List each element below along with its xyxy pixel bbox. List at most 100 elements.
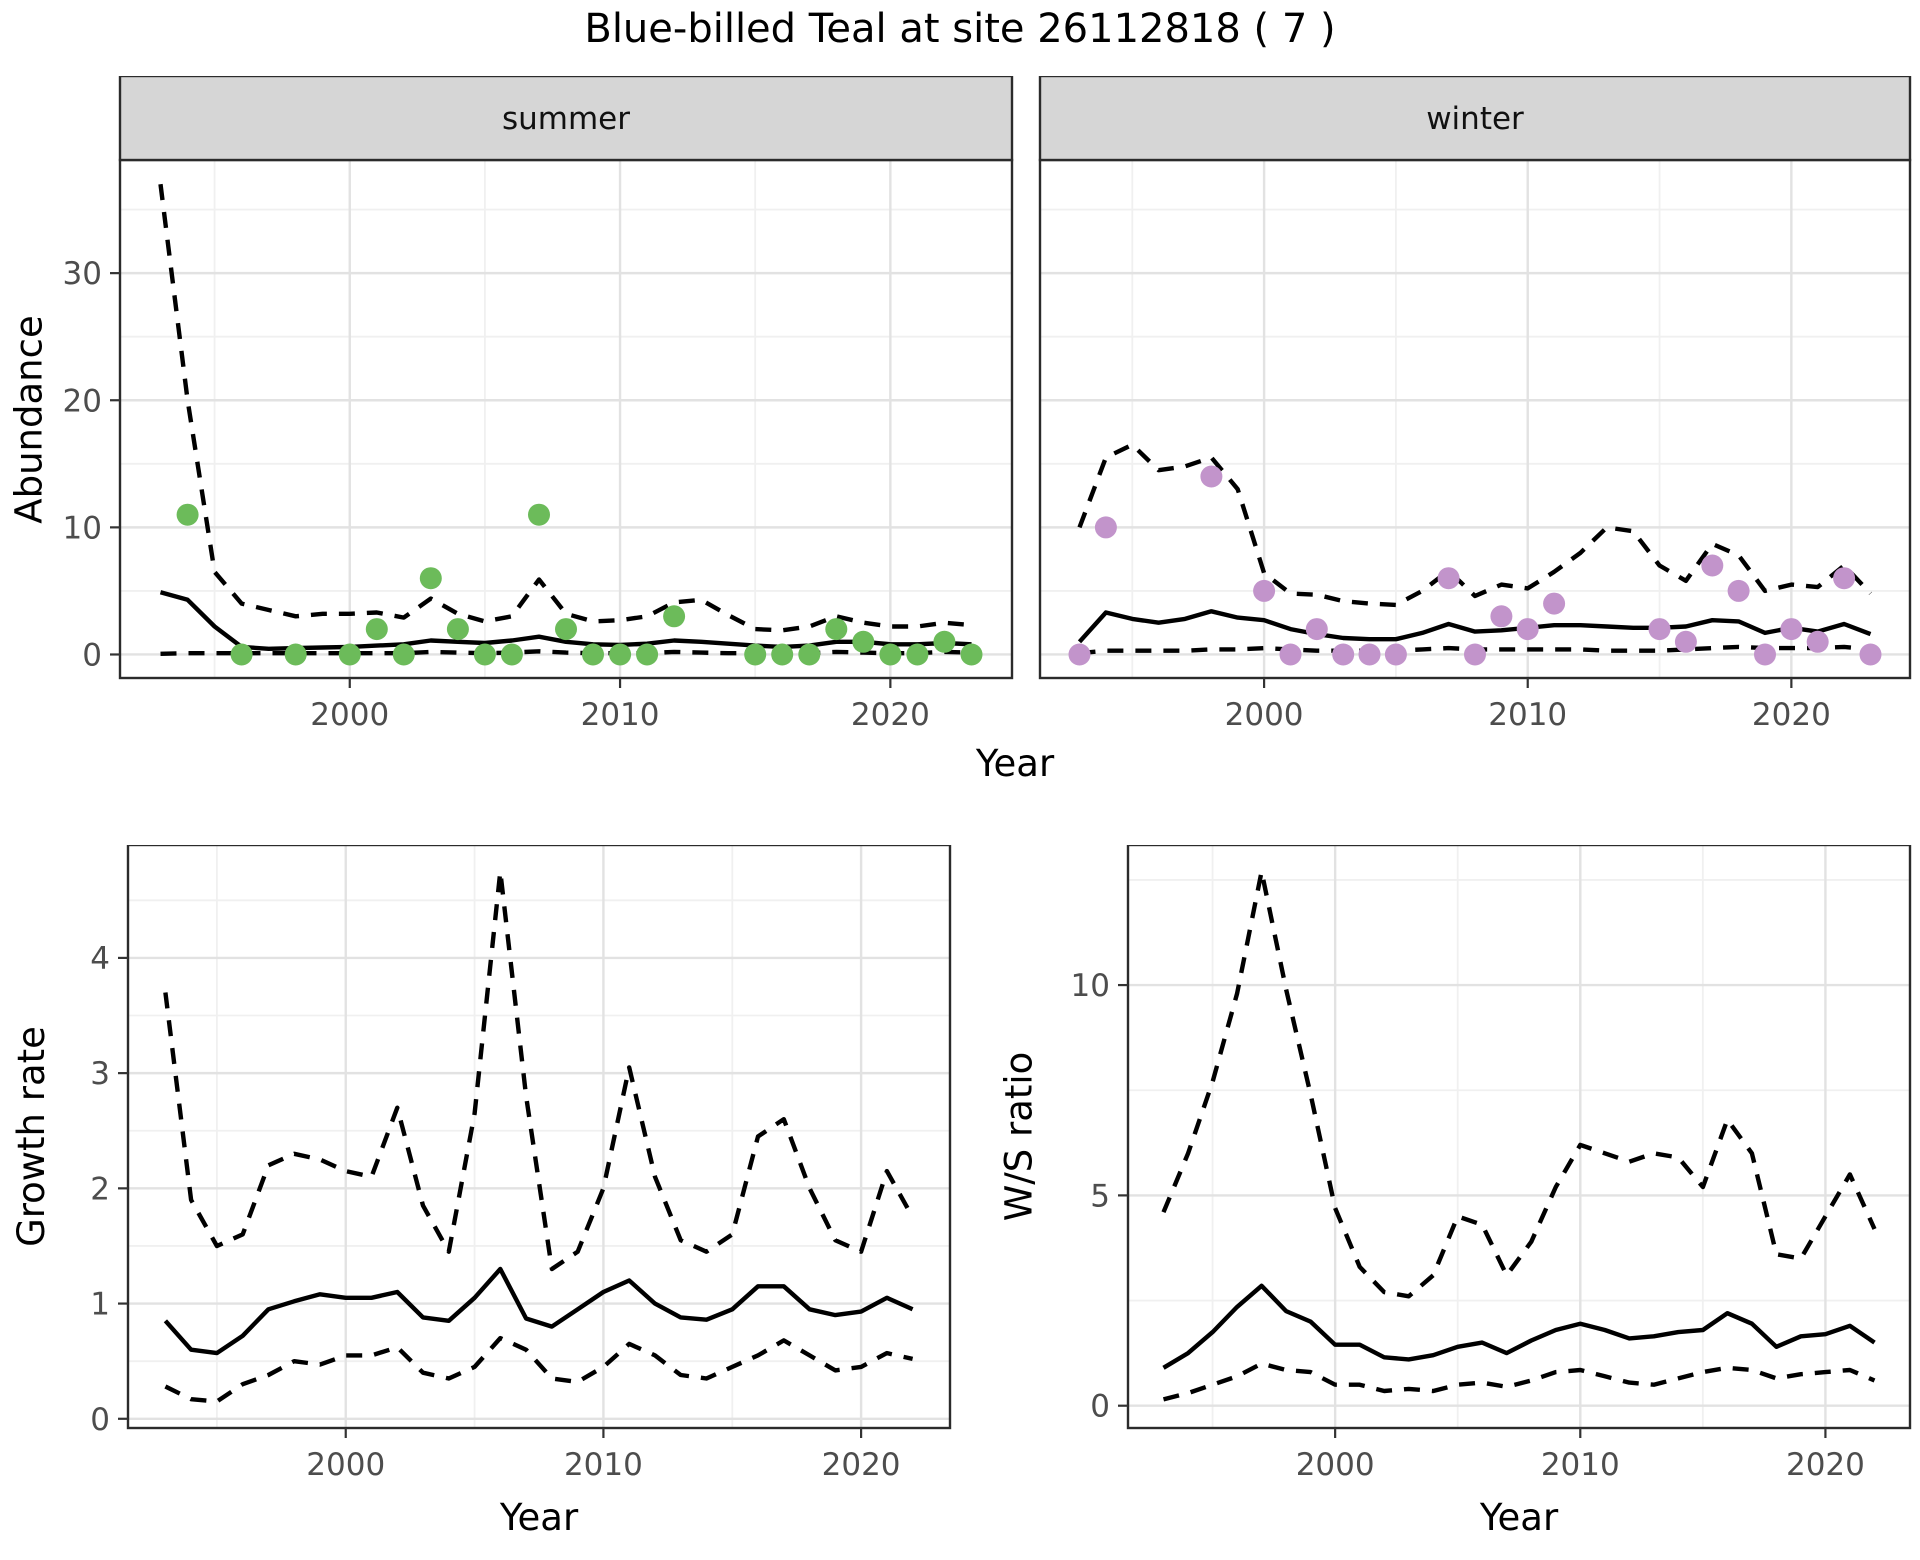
y-tick-label: 3 [90,1056,110,1092]
data-point [582,643,604,666]
data-point [419,567,442,590]
y-tick-label: 1 [90,1287,110,1323]
y-tick-label: 2 [90,1171,110,1207]
figure-title: Blue-billed Teal at site 26112818 ( 7 ) [584,6,1336,52]
x-tick-label: 2020 [1752,697,1831,733]
data-point [1305,618,1328,641]
panel-abundance-winter: winter 2000 2010 2020 [1038,76,1912,733]
data-point [1253,579,1276,602]
x-axis-title-year-top: Year [975,742,1055,785]
data-point [1384,643,1407,666]
facet-label: summer [502,101,630,137]
data-point [636,643,659,666]
data-point [1068,643,1091,666]
x-tick-label: 2010 [1488,697,1567,733]
data-point [392,643,415,666]
data-point [1437,567,1460,590]
panel-background [1128,845,1910,1428]
data-point [933,630,956,653]
mean-line [1077,609,1872,644]
data-point [906,643,929,666]
x-tick-label: 2000 [306,1447,385,1483]
data-point [555,618,577,641]
x-tick-label: 2020 [851,697,930,733]
y-tick-label: 4 [90,941,110,977]
data-point [744,643,767,666]
lower-ci-line [164,1335,914,1404]
data-point [528,503,550,526]
data-point [1516,618,1539,641]
data-point [1332,643,1355,666]
x-tick-label: 2000 [310,697,389,733]
data-point [1279,643,1302,666]
y-tick-label: 10 [1071,968,1110,1004]
data-point [852,630,875,653]
data-point [500,643,523,666]
y-tick-label: 0 [82,637,102,673]
mean-line [163,1266,914,1356]
data-point [1358,643,1381,666]
panel-ws-ratio: 2000 2010 2020 0 5 10 [1071,845,1912,1483]
data-point [1806,630,1829,653]
panel-background [1040,160,1910,678]
x-axis-title-year-growth: Year [499,1496,579,1539]
data-point [473,643,496,666]
data-point [1780,618,1803,641]
x-tick-label: 2000 [1296,1447,1375,1483]
upper-ci-line [1161,869,1877,1299]
upper-ci-line [1077,442,1873,608]
x-tick-label: 2010 [564,1447,643,1483]
data-point [879,643,902,666]
panel-border [126,845,952,1430]
data-point [446,618,469,641]
data-point [1833,567,1856,590]
x-tick-label: 2010 [581,697,660,733]
facet-label: winter [1426,101,1524,137]
y-tick-label: 20 [63,383,102,419]
data-point [176,503,199,526]
data-point [1094,516,1117,539]
data-point [1674,630,1697,653]
data-point [1200,465,1223,488]
data-point [1859,643,1882,666]
data-point [1648,618,1671,641]
data-point [1543,592,1566,615]
y-axis-title-abundance: Abundance [7,314,51,524]
mean-line [1162,1283,1876,1370]
facet-strip [1038,76,1912,162]
lower-ci-line [160,649,972,656]
data-point [771,643,794,666]
x-axis-title-year-ws: Year [1479,1496,1559,1539]
y-tick-label: 10 [63,510,102,546]
facet-strip [118,76,1014,162]
lower-ci-line [1162,1361,1876,1402]
data-point [609,643,632,666]
panel-background [128,845,950,1428]
data-point [1490,605,1513,628]
data-point [825,618,848,641]
data-point [1727,579,1750,602]
panel-border [1126,845,1912,1430]
data-point [798,643,821,666]
panel-growth-rate: 2000 2010 2020 0 1 2 3 4 [90,845,952,1483]
x-tick-label: 2000 [1225,697,1304,733]
x-tick-label: 2020 [822,1447,901,1483]
data-point [1701,554,1724,577]
upper-ci-line [158,183,972,633]
data-point [230,643,253,666]
y-tick-label: 0 [1090,1389,1110,1425]
data-point [1464,643,1486,666]
x-tick-label: 2020 [1786,1447,1865,1483]
y-tick-label: 5 [1090,1178,1110,1214]
data-point [365,618,388,641]
panel-abundance-summer: summer 2000 2010 2020 0 10 20 30 [63,76,1014,733]
data-point [960,643,983,666]
data-point [338,643,361,666]
data-point [663,605,686,628]
x-tick-label: 2010 [1541,1447,1620,1483]
data-point [1754,643,1776,666]
y-tick-label: 30 [63,256,102,292]
data-point [284,643,307,666]
panel-background [120,160,1012,678]
